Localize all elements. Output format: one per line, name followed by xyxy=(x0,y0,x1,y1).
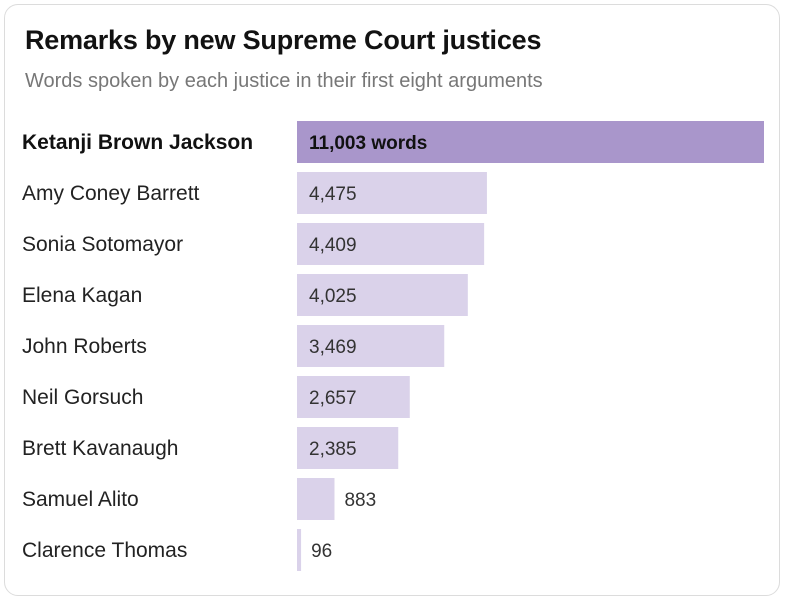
category-label-amy-coney-barrett: Amy Coney Barrett xyxy=(22,182,200,205)
category-label-clarence-thomas: Clarence Thomas xyxy=(22,539,187,562)
bar-john-roberts xyxy=(297,325,445,367)
value-label-elena-kagan: 4,025 xyxy=(309,286,357,307)
bar-ketanji-brown-jackson xyxy=(297,121,764,163)
bar-samuel-alito xyxy=(297,478,335,520)
value-label-amy-coney-barrett: 4,475 xyxy=(309,184,357,205)
value-label-neil-gorsuch: 2,657 xyxy=(309,388,357,409)
bar-neil-gorsuch xyxy=(297,376,410,418)
category-label-neil-gorsuch: Neil Gorsuch xyxy=(22,386,143,409)
category-label-john-roberts: John Roberts xyxy=(22,335,147,358)
value-label-clarence-thomas: 96 xyxy=(311,541,332,562)
category-label-sonia-sotomayor: Sonia Sotomayor xyxy=(22,233,183,256)
value-label-ketanji-brown-jackson: 11,003 words xyxy=(309,133,427,154)
value-label-brett-kavanaugh: 2,385 xyxy=(309,439,357,460)
category-label-ketanji-brown-jackson: Ketanji Brown Jackson xyxy=(22,131,253,154)
chart-title: Remarks by new Supreme Court justices xyxy=(25,25,542,55)
bar-brett-kavanaugh xyxy=(297,427,399,469)
bar-elena-kagan xyxy=(297,274,468,316)
value-label-john-roberts: 3,469 xyxy=(309,337,357,358)
bar-amy-coney-barrett xyxy=(297,172,487,214)
value-label-sonia-sotomayor: 4,409 xyxy=(309,235,357,256)
category-label-brett-kavanaugh: Brett Kavanaugh xyxy=(22,437,178,460)
category-label-samuel-alito: Samuel Alito xyxy=(22,488,139,511)
bar-clarence-thomas xyxy=(297,529,302,571)
value-label-samuel-alito: 883 xyxy=(344,490,376,511)
bar-sonia-sotomayor xyxy=(297,223,485,265)
category-label-elena-kagan: Elena Kagan xyxy=(22,284,142,307)
chart-subtitle: Words spoken by each justice in their fi… xyxy=(25,70,543,92)
